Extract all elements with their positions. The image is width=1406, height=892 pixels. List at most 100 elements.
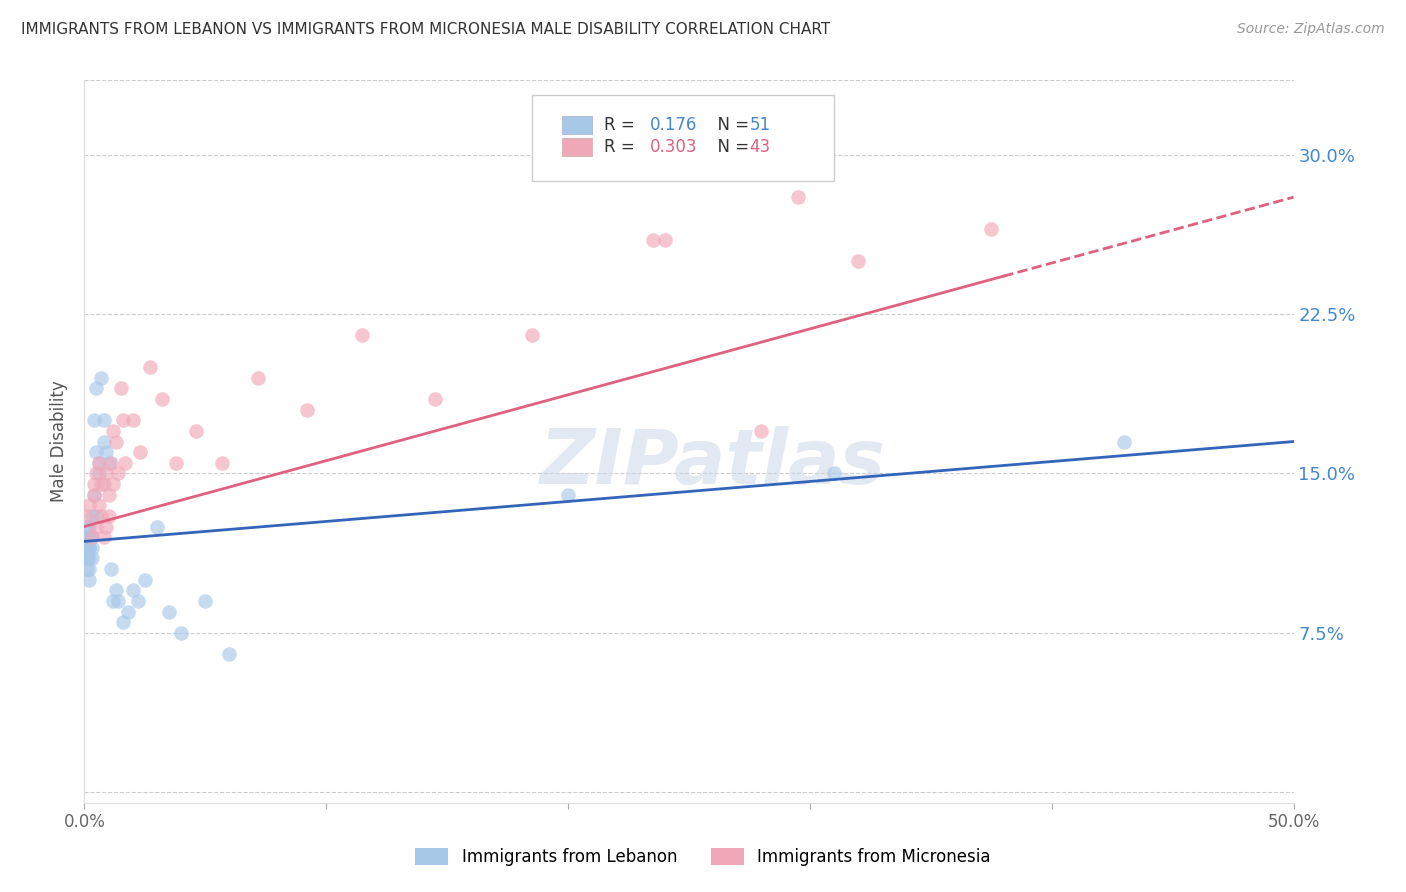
Point — [352, 328, 374, 343]
Point — [194, 594, 217, 608]
Point — [121, 413, 143, 427]
Point — [100, 562, 122, 576]
Point — [104, 434, 127, 449]
Point — [146, 519, 169, 533]
Point — [77, 519, 100, 533]
FancyBboxPatch shape — [562, 138, 592, 156]
Point — [218, 647, 240, 661]
Legend: Immigrants from Lebanon, Immigrants from Micronesia: Immigrants from Lebanon, Immigrants from… — [406, 840, 1000, 875]
Text: 51: 51 — [749, 117, 770, 135]
Point — [211, 456, 233, 470]
Point — [87, 498, 110, 512]
Point — [751, 424, 773, 438]
Point — [87, 467, 110, 481]
Point — [134, 573, 156, 587]
Point — [100, 456, 122, 470]
Point — [83, 413, 105, 427]
Point — [94, 467, 117, 481]
Point — [97, 456, 120, 470]
Point — [76, 530, 98, 544]
Point — [77, 573, 100, 587]
Point — [80, 551, 103, 566]
Point — [165, 456, 187, 470]
Point — [110, 381, 132, 395]
Point — [93, 477, 115, 491]
Point — [77, 541, 100, 555]
Point — [76, 551, 98, 566]
Point — [94, 519, 117, 533]
Point — [846, 254, 869, 268]
Point — [103, 594, 125, 608]
Point — [127, 594, 149, 608]
Point — [103, 424, 125, 438]
Point — [184, 424, 207, 438]
Point — [786, 190, 808, 204]
Point — [86, 467, 108, 481]
Point — [86, 508, 108, 523]
Point — [76, 530, 98, 544]
Y-axis label: Male Disability: Male Disability — [51, 381, 69, 502]
Text: 43: 43 — [749, 138, 770, 156]
Point — [117, 605, 139, 619]
Point — [77, 498, 100, 512]
Point — [86, 381, 108, 395]
FancyBboxPatch shape — [531, 95, 834, 181]
Point — [83, 488, 105, 502]
Point — [520, 328, 543, 343]
Point — [114, 456, 136, 470]
Point — [107, 594, 129, 608]
Point — [76, 541, 98, 555]
Point — [93, 434, 115, 449]
Text: Source: ZipAtlas.com: Source: ZipAtlas.com — [1237, 22, 1385, 37]
Point — [80, 530, 103, 544]
Point — [107, 467, 129, 481]
Text: 0.303: 0.303 — [650, 138, 697, 156]
Point — [77, 551, 100, 566]
Point — [295, 402, 318, 417]
Text: IMMIGRANTS FROM LEBANON VS IMMIGRANTS FROM MICRONESIA MALE DISABILITY CORRELATIO: IMMIGRANTS FROM LEBANON VS IMMIGRANTS FR… — [21, 22, 831, 37]
Point — [93, 530, 115, 544]
Point — [76, 541, 98, 555]
Point — [77, 541, 100, 555]
Point — [104, 583, 127, 598]
Point — [77, 530, 100, 544]
Point — [1114, 434, 1136, 449]
Point — [76, 519, 98, 533]
Point — [823, 467, 845, 481]
Point — [138, 360, 160, 375]
Point — [76, 551, 98, 566]
Text: R =: R = — [605, 138, 640, 156]
Point — [77, 562, 100, 576]
Point — [83, 488, 105, 502]
Point — [97, 508, 120, 523]
Point — [641, 233, 664, 247]
Point — [80, 541, 103, 555]
Point — [103, 477, 125, 491]
Text: R =: R = — [605, 117, 640, 135]
Point — [170, 625, 193, 640]
Point — [93, 413, 115, 427]
Point — [980, 222, 1002, 236]
Point — [157, 605, 180, 619]
Point — [76, 551, 98, 566]
Point — [129, 445, 152, 459]
Point — [86, 445, 108, 459]
Point — [90, 508, 112, 523]
Point — [423, 392, 446, 406]
Text: 0.176: 0.176 — [650, 117, 697, 135]
Point — [97, 488, 120, 502]
Point — [90, 477, 112, 491]
Point — [80, 530, 103, 544]
Point — [654, 233, 676, 247]
Point — [83, 477, 105, 491]
Point — [247, 371, 270, 385]
Point — [87, 456, 110, 470]
Text: ZIPatlas: ZIPatlas — [540, 426, 886, 500]
Point — [150, 392, 173, 406]
Point — [80, 508, 103, 523]
Point — [121, 583, 143, 598]
Point — [86, 519, 108, 533]
Point — [76, 508, 98, 523]
Point — [76, 562, 98, 576]
Point — [112, 615, 135, 630]
